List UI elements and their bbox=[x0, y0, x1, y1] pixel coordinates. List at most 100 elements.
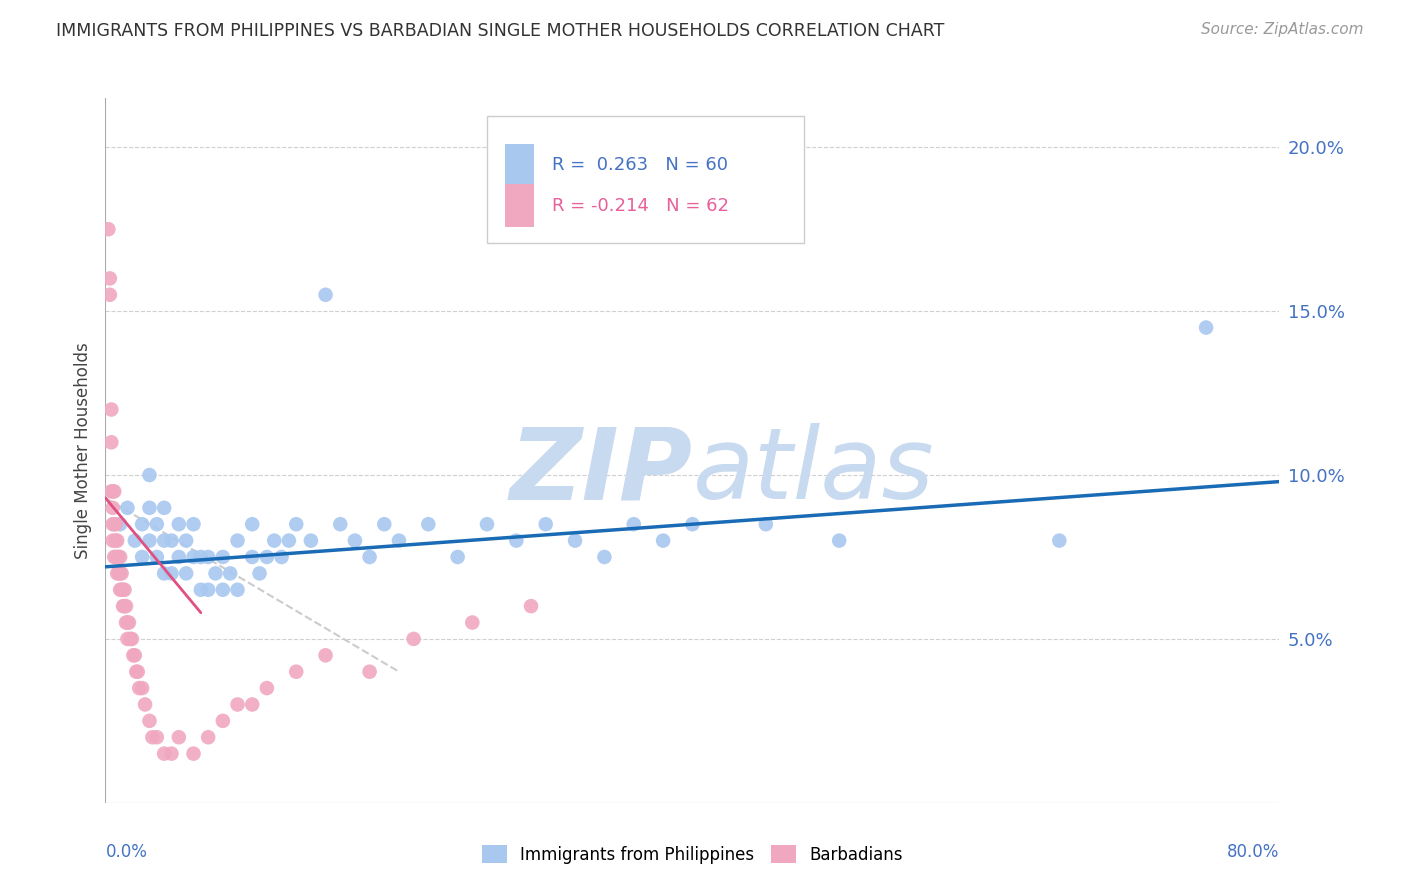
Point bbox=[97, 222, 120, 236]
Point bbox=[104, 533, 127, 548]
Text: ZIP: ZIP bbox=[509, 423, 693, 520]
Point bbox=[131, 549, 153, 564]
Point bbox=[153, 533, 176, 548]
Point bbox=[190, 582, 212, 597]
Point bbox=[105, 549, 128, 564]
Point bbox=[160, 566, 183, 581]
Point bbox=[104, 517, 127, 532]
Text: Source: ZipAtlas.com: Source: ZipAtlas.com bbox=[1201, 22, 1364, 37]
Point bbox=[115, 599, 138, 614]
Text: IMMIGRANTS FROM PHILIPPINES VS BARBADIAN SINGLE MOTHER HOUSEHOLDS CORRELATION CH: IMMIGRANTS FROM PHILIPPINES VS BARBADIAN… bbox=[56, 22, 945, 40]
Point bbox=[105, 533, 128, 548]
Point bbox=[117, 632, 139, 646]
Point bbox=[240, 549, 263, 564]
Point bbox=[1047, 533, 1070, 548]
Point bbox=[183, 517, 205, 532]
Point bbox=[828, 533, 851, 548]
Point bbox=[101, 484, 124, 499]
Point bbox=[103, 549, 125, 564]
Point bbox=[103, 517, 125, 532]
Point bbox=[285, 517, 308, 532]
Point bbox=[117, 500, 139, 515]
Point bbox=[167, 517, 190, 532]
Point bbox=[108, 582, 131, 597]
Point bbox=[118, 615, 141, 630]
Point bbox=[138, 714, 160, 728]
Point bbox=[249, 566, 271, 581]
Point bbox=[219, 566, 242, 581]
Point bbox=[131, 681, 153, 695]
Point bbox=[682, 517, 704, 532]
Point bbox=[115, 615, 138, 630]
Point bbox=[107, 566, 129, 581]
Point bbox=[226, 698, 249, 712]
Point bbox=[402, 632, 425, 646]
Point bbox=[197, 731, 219, 745]
Point bbox=[108, 517, 131, 532]
Text: R = -0.214   N = 62: R = -0.214 N = 62 bbox=[551, 196, 728, 214]
Point bbox=[226, 533, 249, 548]
Point bbox=[329, 517, 352, 532]
Point bbox=[134, 698, 156, 712]
Point bbox=[110, 566, 132, 581]
Point bbox=[174, 533, 197, 548]
Point bbox=[110, 582, 132, 597]
Point bbox=[211, 549, 233, 564]
FancyBboxPatch shape bbox=[505, 185, 534, 227]
FancyBboxPatch shape bbox=[505, 144, 534, 186]
Point bbox=[475, 517, 498, 532]
Point bbox=[167, 549, 190, 564]
Point bbox=[138, 500, 160, 515]
Point bbox=[98, 271, 121, 285]
Point bbox=[108, 566, 131, 581]
Point bbox=[299, 533, 322, 548]
Point bbox=[373, 517, 395, 532]
Point bbox=[122, 648, 145, 663]
Point bbox=[359, 549, 381, 564]
Point bbox=[124, 533, 146, 548]
Point bbox=[138, 468, 160, 483]
Point bbox=[117, 615, 139, 630]
Point bbox=[146, 517, 169, 532]
Point bbox=[98, 287, 121, 301]
Point bbox=[104, 549, 127, 564]
Point bbox=[183, 549, 205, 564]
Point bbox=[256, 549, 278, 564]
Text: 0.0%: 0.0% bbox=[105, 843, 148, 861]
Point bbox=[153, 747, 176, 761]
Point bbox=[240, 698, 263, 712]
Point bbox=[204, 566, 226, 581]
Point bbox=[153, 566, 176, 581]
Point bbox=[197, 549, 219, 564]
Point bbox=[447, 549, 470, 564]
Point bbox=[146, 731, 169, 745]
Point bbox=[112, 599, 135, 614]
Point bbox=[100, 402, 122, 417]
Point bbox=[114, 582, 136, 597]
Point bbox=[315, 648, 337, 663]
Point bbox=[114, 599, 136, 614]
Point bbox=[211, 582, 233, 597]
Point bbox=[183, 747, 205, 761]
Point bbox=[127, 665, 149, 679]
Point bbox=[263, 533, 285, 548]
Point bbox=[125, 665, 148, 679]
Point bbox=[101, 533, 124, 548]
Point bbox=[564, 533, 586, 548]
Point bbox=[240, 517, 263, 532]
Point bbox=[160, 747, 183, 761]
Point bbox=[359, 665, 381, 679]
Point bbox=[146, 549, 169, 564]
Text: R =  0.263   N = 60: R = 0.263 N = 60 bbox=[551, 156, 727, 174]
Point bbox=[107, 549, 129, 564]
Point bbox=[256, 681, 278, 695]
Point bbox=[505, 533, 527, 548]
Point bbox=[112, 582, 135, 597]
Point bbox=[343, 533, 366, 548]
Point bbox=[160, 533, 183, 548]
Point bbox=[138, 533, 160, 548]
Text: atlas: atlas bbox=[693, 423, 934, 520]
Point bbox=[520, 599, 543, 614]
Point bbox=[103, 484, 125, 499]
Point bbox=[226, 582, 249, 597]
